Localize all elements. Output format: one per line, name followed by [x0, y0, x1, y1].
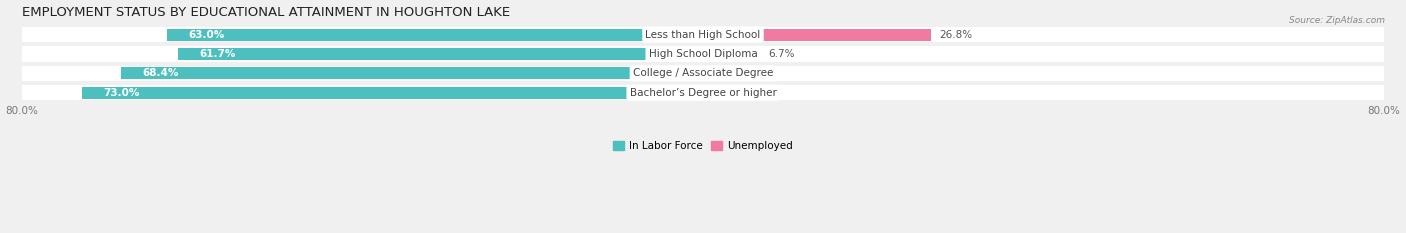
Text: 0.0%: 0.0%	[711, 88, 738, 98]
Bar	[121, 67, 703, 79]
Text: 63.0%: 63.0%	[188, 30, 224, 40]
Legend: In Labor Force, Unemployed: In Labor Force, Unemployed	[609, 137, 797, 156]
Text: 73.0%: 73.0%	[103, 88, 139, 98]
Text: 68.4%: 68.4%	[142, 69, 179, 78]
Bar	[703, 67, 720, 79]
Bar	[703, 27, 1384, 42]
Text: Bachelor’s Degree or higher: Bachelor’s Degree or higher	[630, 88, 776, 98]
Text: 26.8%: 26.8%	[939, 30, 973, 40]
Text: Less than High School: Less than High School	[645, 30, 761, 40]
Text: College / Associate Degree: College / Associate Degree	[633, 69, 773, 78]
Text: 1.9%: 1.9%	[728, 69, 754, 78]
Bar	[22, 85, 703, 100]
Bar	[82, 87, 703, 99]
Bar	[22, 27, 703, 42]
Text: Source: ZipAtlas.com: Source: ZipAtlas.com	[1289, 16, 1385, 25]
Text: 6.7%: 6.7%	[769, 49, 794, 59]
Bar	[703, 66, 1384, 81]
Text: EMPLOYMENT STATUS BY EDUCATIONAL ATTAINMENT IN HOUGHTON LAKE: EMPLOYMENT STATUS BY EDUCATIONAL ATTAINM…	[22, 6, 510, 19]
Bar	[177, 48, 703, 60]
Bar	[703, 48, 761, 60]
Bar	[22, 66, 703, 81]
Bar	[22, 46, 703, 62]
Text: High School Diploma: High School Diploma	[648, 49, 758, 59]
Bar	[703, 29, 931, 41]
Bar	[167, 29, 703, 41]
Bar	[703, 46, 1384, 62]
Text: 61.7%: 61.7%	[200, 49, 235, 59]
Bar	[703, 85, 1384, 100]
